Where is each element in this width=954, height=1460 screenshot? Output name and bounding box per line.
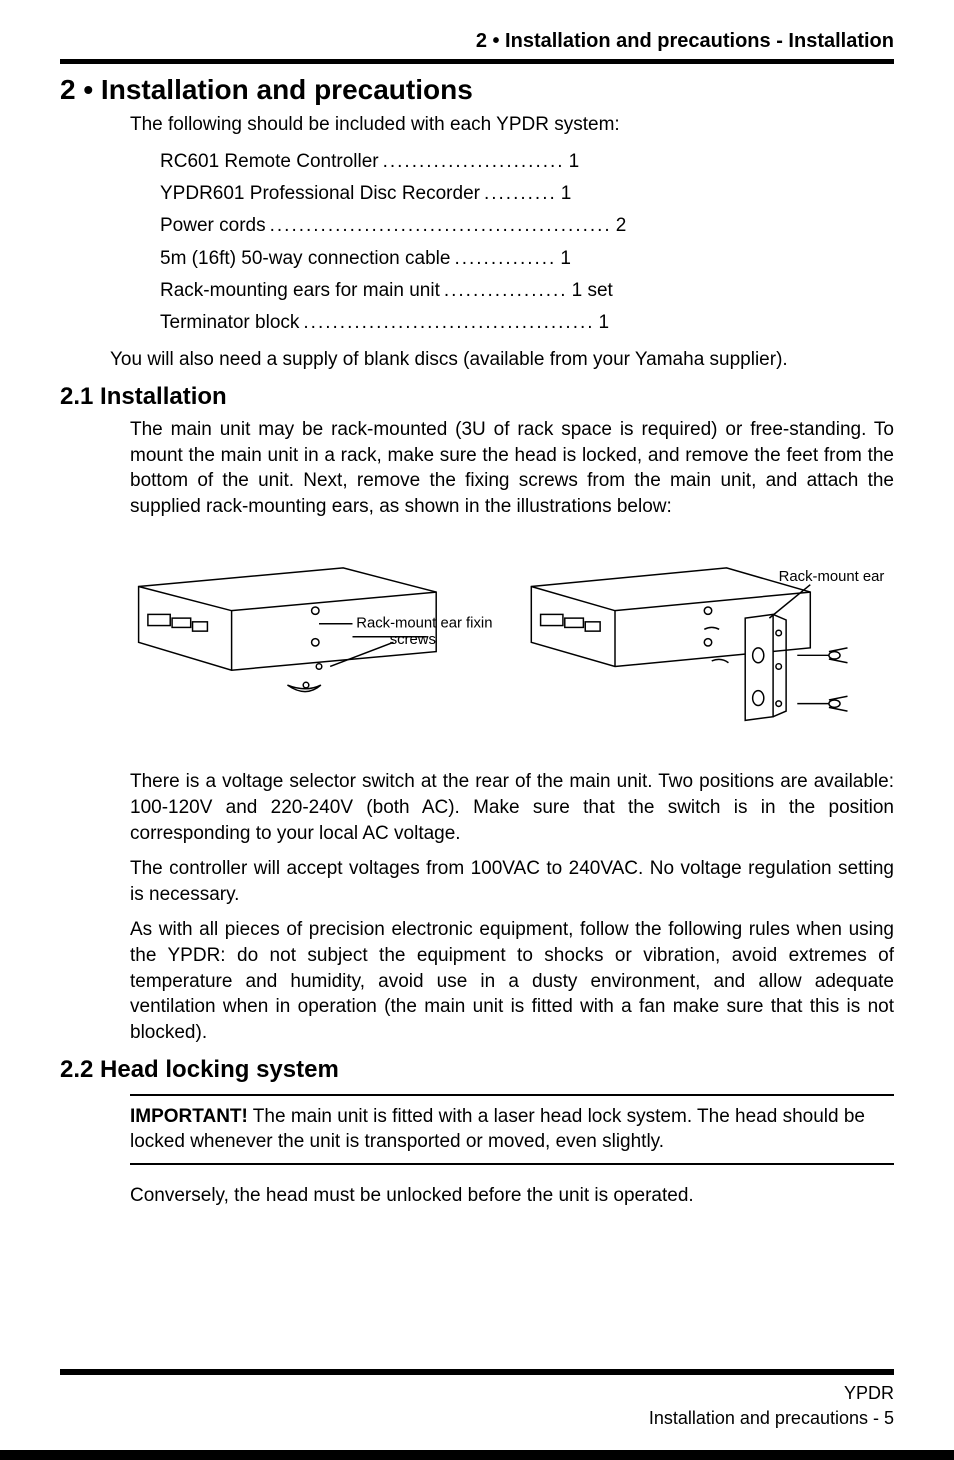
fig-label: screws: [390, 632, 436, 648]
item-qty: 1: [560, 243, 571, 275]
fig-label: Rack-mount ear fixing: [356, 615, 492, 631]
item-dots: ..........: [480, 178, 561, 210]
footer-line2: Installation and precautions - 5: [649, 1408, 894, 1428]
item-label: 5m (16ft) 50-way connection cable: [160, 243, 450, 275]
intro-text: The following should be included with ea…: [130, 112, 894, 138]
item-qty: 1: [569, 146, 580, 178]
head-lock-p1: Conversely, the head must be unlocked be…: [130, 1183, 894, 1209]
list-item: Rack-mounting ears for main unit .......…: [160, 275, 894, 307]
important-note: IMPORTANT! The main unit is fitted with …: [130, 1094, 894, 1165]
list-item: YPDR601 Professional Disc Recorder .....…: [160, 178, 894, 210]
item-qty: 1: [561, 178, 572, 210]
item-dots: ..............: [450, 243, 560, 275]
footer-bar: [60, 1369, 894, 1375]
subsection-title: 2.1 Installation: [60, 383, 894, 411]
subsection-title-2: 2.2 Head locking system: [60, 1056, 894, 1084]
installation-p3: The controller will accept voltages from…: [130, 856, 894, 907]
item-qty: 2: [616, 210, 627, 242]
bottom-bar: [0, 1450, 954, 1460]
supply-note: You will also need a supply of blank dis…: [110, 347, 894, 373]
footer-line1: YPDR: [844, 1383, 894, 1403]
item-label: Rack-mounting ears for main unit: [160, 275, 440, 307]
item-dots: .........................: [379, 146, 569, 178]
item-qty: 1: [599, 307, 610, 339]
list-item: RC601 Remote Controller ................…: [160, 146, 894, 178]
package-list: RC601 Remote Controller ................…: [160, 146, 894, 340]
list-item: 5m (16ft) 50-way connection cable ......…: [160, 243, 894, 275]
installation-p2: There is a voltage selector switch at th…: [130, 769, 894, 846]
item-label: RC601 Remote Controller: [160, 146, 379, 178]
figure-left: Rack-mount ear fixing screws: [120, 540, 492, 750]
item-dots: ........................................: [299, 307, 598, 339]
figure-right: Rack-mount ear: [522, 540, 894, 750]
item-dots: ........................................…: [266, 210, 616, 242]
item-label: Power cords: [160, 210, 266, 242]
list-item: Power cords ............................…: [160, 210, 894, 242]
item-label: YPDR601 Professional Disc Recorder: [160, 178, 480, 210]
item-dots: .................: [440, 275, 572, 307]
item-label: Terminator block: [160, 307, 299, 339]
page-footer: YPDR Installation and precautions - 5: [60, 1369, 894, 1430]
list-item: Terminator block .......................…: [160, 307, 894, 339]
page-header: 2 • Installation and precautions - Insta…: [60, 30, 894, 64]
installation-p4: As with all pieces of precision electron…: [130, 917, 894, 1045]
section-title: 2 • Installation and precautions: [60, 74, 894, 106]
installation-p1: The main unit may be rack-mounted (3U of…: [130, 417, 894, 520]
important-label: IMPORTANT!: [130, 1106, 248, 1127]
footer-text: YPDR Installation and precautions - 5: [60, 1381, 894, 1430]
fig-label: Rack-mount ear: [779, 569, 885, 585]
figure-row: Rack-mount ear fixing screws: [120, 540, 894, 750]
item-qty: 1 set: [572, 275, 613, 307]
